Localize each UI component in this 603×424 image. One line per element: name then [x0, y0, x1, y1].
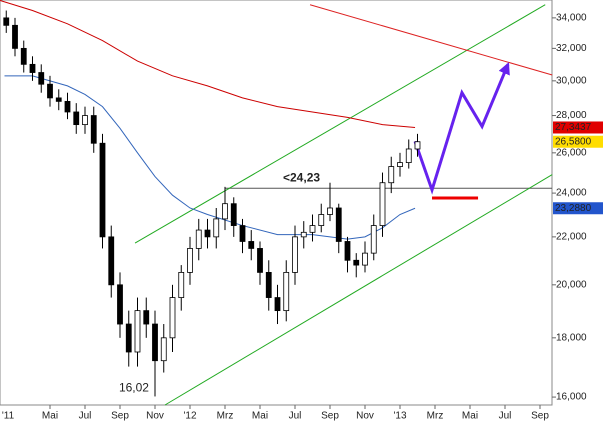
candle-body: [318, 214, 325, 226]
y-tick-label: 26,000: [556, 147, 587, 158]
candle-body: [178, 271, 185, 298]
candle-body: [195, 229, 202, 249]
candle-body: [64, 100, 71, 113]
candle-body: [108, 236, 115, 286]
x-tick-label: Nov: [356, 411, 374, 422]
candle-body: [125, 323, 132, 353]
forecast-arrow: [413, 62, 510, 195]
x-tick-label: Mrz: [427, 411, 444, 422]
candle-body: [362, 252, 368, 266]
moving-average: [4, 75, 416, 240]
x-tick-label: Sep: [111, 411, 129, 422]
candle-body: [55, 97, 62, 102]
candle-body: [397, 162, 403, 167]
price-box: [553, 202, 603, 215]
candle-body: [370, 225, 377, 254]
candle-body: [222, 203, 228, 220]
x-tick-label: Sep: [321, 411, 339, 422]
x-tick-label: '13: [393, 411, 406, 422]
x-tick-label: Jul: [499, 411, 512, 422]
y-tick-label: 24,000: [556, 188, 587, 199]
candle-body: [29, 63, 36, 73]
candle-body: [187, 248, 193, 273]
trend-line: [309, 4, 553, 76]
x-tick-label: '12: [183, 411, 196, 422]
candle-body: [160, 337, 167, 362]
candle-body: [344, 241, 351, 261]
candle-body: [414, 141, 421, 150]
candle-body: [239, 225, 246, 242]
x-tick-label: Mai: [42, 411, 58, 422]
candle-body: [117, 284, 123, 325]
x-tick-label: Mrz: [217, 411, 234, 422]
candle-body: [309, 225, 316, 233]
candle-body: [292, 236, 298, 273]
candle-body: [265, 271, 272, 298]
candle-body: [152, 323, 158, 362]
trend-line: [164, 174, 553, 406]
candle-body: [169, 297, 176, 339]
y-tick-label: 16,000: [556, 392, 587, 403]
x-tick-label: Nov: [146, 411, 164, 422]
candle-body: [90, 115, 97, 144]
candle-body: [73, 111, 80, 126]
price-box: [553, 135, 603, 148]
x-tick-label: Mai: [252, 411, 268, 422]
trend-line: [134, 4, 546, 244]
price-label: 26,5800: [555, 136, 592, 147]
y-tick-label: 34,000: [556, 13, 587, 24]
candle-body: [353, 259, 360, 266]
candle-body: [248, 241, 255, 249]
candle-body: [204, 229, 211, 238]
low-label: 16,02: [119, 381, 149, 395]
price-label: 23,2880: [555, 203, 592, 214]
candle-body: [38, 72, 45, 85]
candle-body: [47, 83, 53, 99]
candle-body: [388, 166, 395, 184]
candle-body: [82, 115, 88, 126]
price-label: 27,3437: [555, 122, 592, 133]
candle-body: [405, 148, 412, 164]
level-label: <24,23: [283, 170, 320, 184]
candle-body: [3, 17, 10, 26]
moving-average: [0, 0, 416, 128]
x-tick-label: Jul: [79, 411, 92, 422]
x-tick-label: Jul: [289, 411, 302, 422]
candle-body: [134, 310, 141, 353]
x-tick-label: Mai: [462, 411, 478, 422]
candle-body: [300, 231, 307, 238]
price-box: [553, 121, 603, 134]
y-tick-label: 30,000: [556, 75, 587, 86]
x-tick-label: Sep: [531, 411, 549, 422]
candle-body: [274, 297, 281, 312]
candle-body: [99, 142, 106, 238]
candle-body: [12, 24, 18, 49]
candle-body: [283, 271, 290, 312]
plot-area: [0, 0, 553, 406]
candle-body: [257, 248, 263, 273]
candle-body: [379, 182, 386, 226]
candle-body: [327, 207, 333, 215]
candle-body: [20, 47, 27, 65]
y-tick-label: 22,000: [556, 232, 587, 243]
candle-body: [230, 203, 237, 226]
x-tick-label: '11: [2, 411, 15, 422]
candle-body: [213, 218, 220, 238]
candle-body: [335, 207, 342, 242]
y-tick-label: 28,000: [556, 110, 587, 121]
candle-body: [143, 310, 150, 325]
y-tick-label: 32,000: [556, 43, 587, 54]
y-tick-label: 20,000: [556, 279, 587, 290]
y-tick-label: 18,000: [556, 332, 587, 343]
